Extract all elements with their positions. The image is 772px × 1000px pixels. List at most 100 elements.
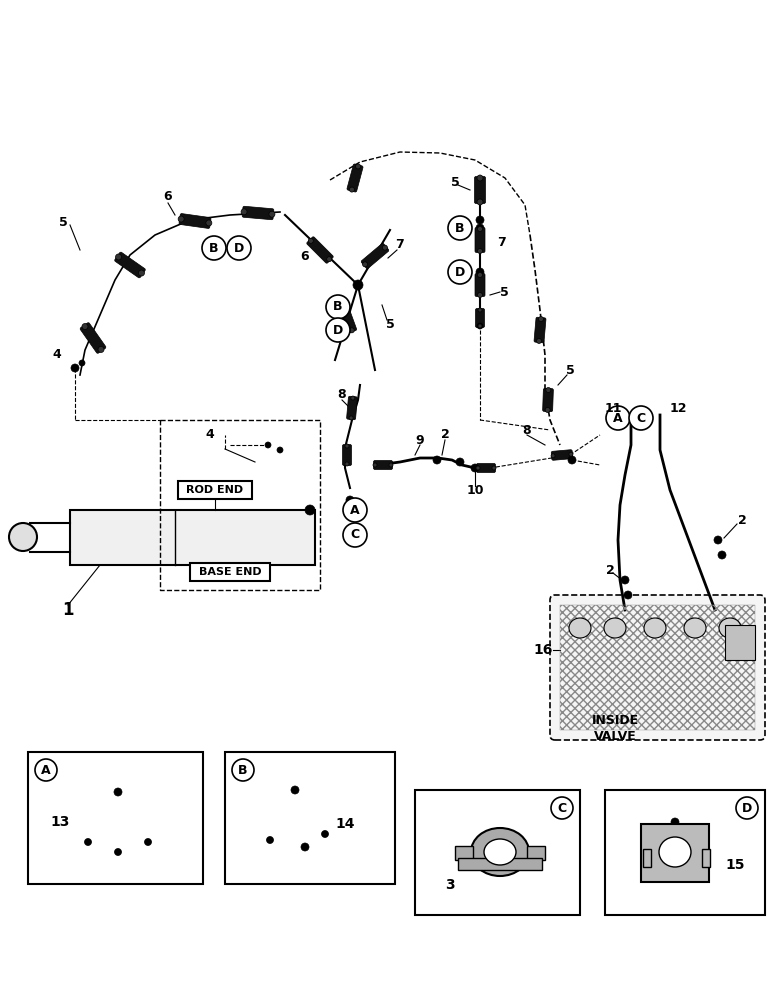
Circle shape: [116, 254, 121, 260]
Text: 7: 7: [395, 238, 405, 251]
Circle shape: [476, 268, 484, 276]
Circle shape: [326, 295, 350, 319]
Bar: [458, 858, 542, 870]
Circle shape: [736, 797, 758, 819]
Circle shape: [363, 262, 367, 267]
Circle shape: [350, 396, 355, 400]
FancyBboxPatch shape: [475, 228, 485, 252]
Circle shape: [537, 338, 541, 343]
Text: D: D: [333, 324, 343, 336]
FancyBboxPatch shape: [80, 323, 106, 353]
Text: 11: 11: [604, 401, 622, 414]
Circle shape: [291, 786, 299, 794]
Text: 5: 5: [499, 286, 509, 298]
Text: 1: 1: [63, 601, 74, 619]
Bar: [28, 752, 203, 884]
Circle shape: [356, 164, 361, 169]
Circle shape: [82, 324, 88, 330]
Circle shape: [382, 245, 388, 250]
Text: A: A: [350, 504, 360, 516]
Circle shape: [545, 407, 550, 412]
FancyBboxPatch shape: [374, 460, 392, 470]
FancyBboxPatch shape: [543, 388, 554, 412]
Circle shape: [477, 175, 483, 181]
Text: 6: 6: [300, 250, 310, 263]
FancyBboxPatch shape: [475, 273, 485, 296]
Text: 5: 5: [386, 318, 394, 332]
Circle shape: [277, 447, 283, 453]
Circle shape: [327, 257, 332, 262]
Circle shape: [569, 452, 573, 456]
Ellipse shape: [659, 837, 691, 867]
Text: C: C: [557, 802, 567, 814]
Circle shape: [138, 270, 144, 276]
Text: B: B: [239, 764, 248, 776]
FancyBboxPatch shape: [534, 317, 546, 343]
FancyBboxPatch shape: [306, 237, 334, 263]
Bar: [527, 846, 545, 860]
FancyBboxPatch shape: [190, 563, 270, 581]
Circle shape: [9, 523, 37, 551]
Circle shape: [476, 224, 484, 232]
Circle shape: [353, 280, 363, 290]
Text: 13: 13: [50, 815, 69, 829]
Circle shape: [232, 759, 254, 781]
Circle shape: [671, 818, 679, 826]
FancyBboxPatch shape: [178, 481, 252, 499]
Ellipse shape: [471, 828, 529, 876]
Text: B: B: [455, 222, 465, 234]
Circle shape: [346, 496, 354, 504]
FancyBboxPatch shape: [115, 252, 145, 278]
FancyBboxPatch shape: [347, 396, 357, 420]
Circle shape: [621, 576, 629, 584]
Ellipse shape: [604, 618, 626, 638]
Circle shape: [478, 308, 482, 312]
Ellipse shape: [484, 839, 516, 865]
Circle shape: [568, 456, 576, 464]
Bar: [605, 790, 765, 915]
Bar: [455, 846, 473, 860]
Text: 2: 2: [605, 564, 615, 576]
Circle shape: [478, 272, 482, 277]
Text: 14: 14: [335, 817, 355, 831]
Text: 2: 2: [737, 514, 747, 526]
Circle shape: [71, 364, 79, 372]
Circle shape: [321, 830, 329, 838]
Text: 15: 15: [725, 858, 745, 872]
Text: 7: 7: [498, 236, 506, 249]
Text: 6: 6: [164, 190, 172, 204]
FancyBboxPatch shape: [340, 307, 357, 333]
Circle shape: [326, 318, 350, 342]
Circle shape: [227, 236, 251, 260]
Bar: [225, 752, 395, 884]
Circle shape: [714, 536, 722, 544]
Text: 9: 9: [415, 434, 425, 446]
Circle shape: [206, 220, 212, 226]
Circle shape: [624, 591, 632, 599]
Circle shape: [301, 843, 309, 851]
FancyBboxPatch shape: [179, 214, 211, 228]
Circle shape: [241, 209, 247, 215]
Ellipse shape: [719, 618, 741, 638]
Circle shape: [456, 458, 464, 466]
FancyBboxPatch shape: [476, 308, 485, 328]
Text: 4: 4: [205, 428, 215, 442]
Text: 4: 4: [52, 349, 62, 361]
Bar: [725, 625, 755, 660]
FancyBboxPatch shape: [550, 595, 765, 740]
FancyBboxPatch shape: [475, 176, 486, 204]
Text: B: B: [209, 241, 218, 254]
Circle shape: [35, 759, 57, 781]
Circle shape: [389, 463, 393, 467]
Circle shape: [471, 464, 479, 472]
Circle shape: [345, 462, 349, 466]
Text: 16: 16: [533, 643, 553, 657]
Text: C: C: [636, 412, 645, 424]
Text: VALVE: VALVE: [594, 730, 636, 744]
Text: B: B: [334, 300, 343, 314]
Circle shape: [373, 463, 377, 467]
Text: A: A: [613, 412, 623, 424]
Circle shape: [269, 211, 275, 217]
Bar: [415, 790, 580, 915]
Bar: [702, 849, 710, 867]
